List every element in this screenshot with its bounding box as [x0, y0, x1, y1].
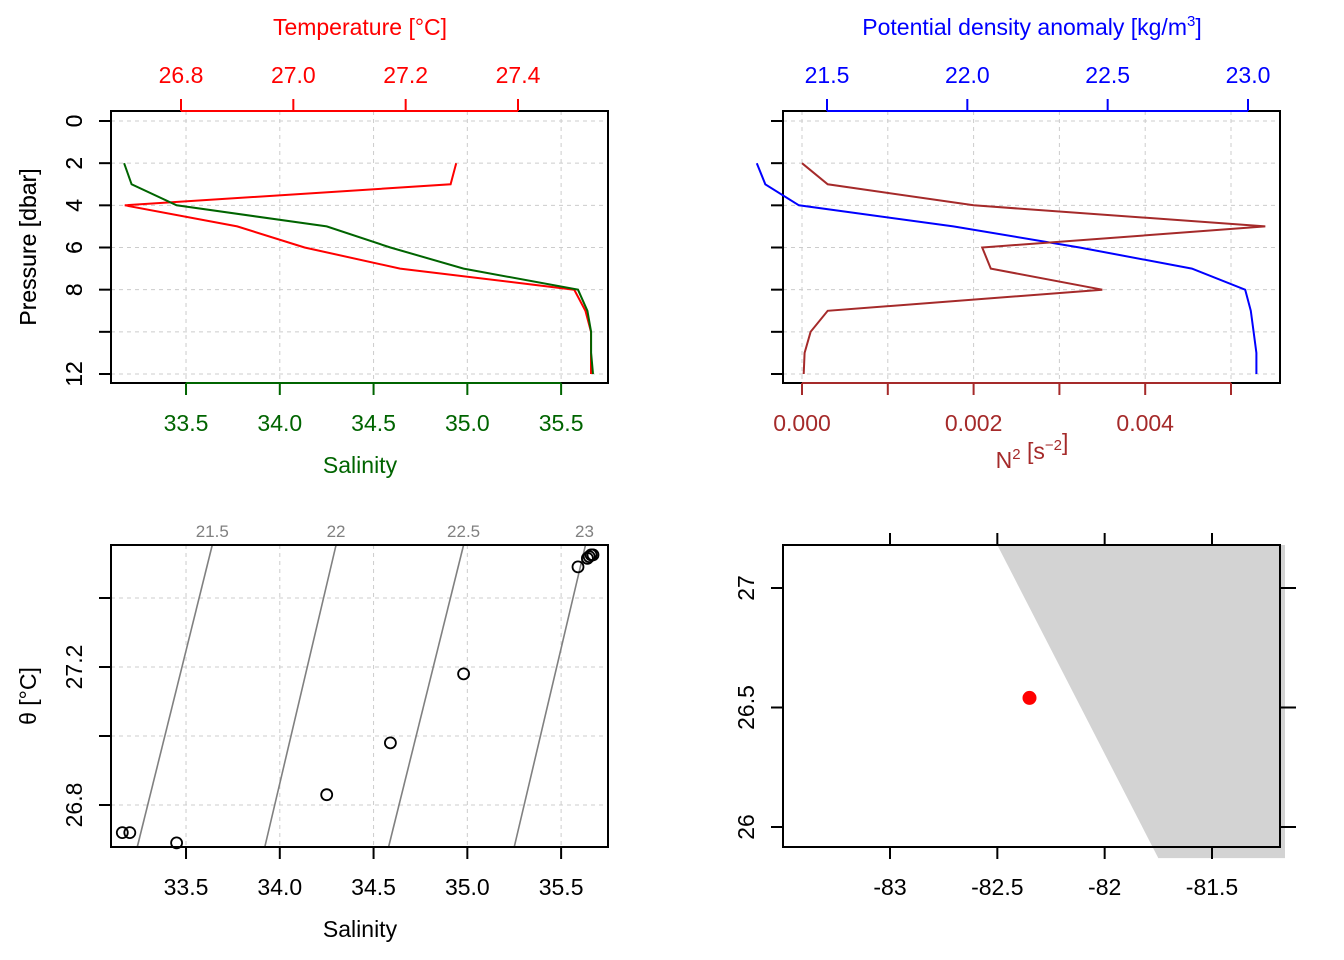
p2-density-tick-label: 23.0 — [1226, 62, 1271, 88]
p1-salinity-tick-label: 35.0 — [445, 410, 490, 436]
map-x-tick-label: -81.5 — [1186, 874, 1238, 900]
p2-n2-tick-label: 0.004 — [1116, 410, 1174, 436]
p3-isopycnal-line — [264, 544, 337, 848]
p3-x-tick-label: 35.5 — [539, 874, 584, 900]
p3-frame — [110, 544, 609, 848]
p3-data-point — [571, 560, 585, 574]
p2-density-axis-label-superscript: 3 — [1187, 13, 1195, 30]
p2-n2-axis-label-superscript: −2 — [1045, 437, 1062, 454]
p1-temperature-axis-label: Temperature [°C] — [273, 14, 447, 40]
p3-isopycnal-line — [387, 544, 465, 848]
p3-data-point — [115, 826, 129, 839]
p1-y-tick-label: 12 — [61, 361, 87, 387]
p2-n2-axis-label-part: [s — [1021, 438, 1045, 464]
p2-y-tick-label: 8 — [61, 283, 87, 296]
p1-y-axis-label: Pressure [dbar] — [15, 168, 41, 325]
map-y-tick-label: 26.5 — [733, 685, 759, 730]
p2-y-axis-label: Pressure [dbar] — [15, 168, 41, 325]
p1-salinity-tick-label: 34.0 — [257, 410, 302, 436]
p1-salinity-line — [123, 162, 594, 375]
p2-n2-tick-label: 0.000 — [773, 410, 831, 436]
p1-temperature-tick-label: 27.4 — [496, 62, 541, 88]
p3-x-tick-label: 34.0 — [257, 874, 302, 900]
p3-isopycnal-label: 23 — [575, 522, 594, 541]
p2-density-axis-label: Potential density anomaly [kg/m3] — [862, 13, 1201, 40]
p3-data-point — [586, 548, 600, 562]
p1-y-tick-label: 4 — [61, 199, 87, 212]
p3-isopycnal-label: 22 — [327, 522, 346, 541]
p3-data-point — [383, 736, 397, 750]
p1-temperature-tick-label: 27.0 — [271, 62, 316, 88]
p2-n2-line — [801, 162, 1266, 375]
p3-x-tick-label: 34.5 — [351, 874, 396, 900]
map-x-tick-label: -82.5 — [971, 874, 1023, 900]
p1-temperature-tick-label: 27.2 — [383, 62, 428, 88]
p2-density-tick-label: 22.0 — [945, 62, 990, 88]
p2-y-tick-label: 2 — [61, 157, 87, 170]
p1-y-tick-label: 2 — [61, 157, 87, 170]
p3-x-tick-label: 35.0 — [445, 874, 490, 900]
p2-n2-axis-label-part: N — [996, 447, 1013, 473]
p2-n2-axis-label: N2 [s−2] — [996, 429, 1069, 473]
p3-isopycnal-line — [513, 544, 587, 848]
p3-y-tick-label: 27.2 — [61, 645, 87, 690]
p3-data-point — [170, 836, 184, 850]
map-x-tick-label: -83 — [873, 874, 906, 900]
p1-salinity-axis-label: Salinity — [323, 452, 398, 478]
p1-y-tick-label: 8 — [61, 283, 87, 296]
p2-density-line — [755, 162, 1258, 374]
map-station-marker — [1022, 690, 1037, 705]
map-x-tick-label: -82 — [1088, 874, 1121, 900]
p2-density-tick-label: 21.5 — [805, 62, 850, 88]
p3-isopycnal-line — [136, 544, 214, 848]
p2-y-tick-label: 6 — [61, 241, 87, 254]
p2-density-axis-label-part: ] — [1195, 14, 1201, 40]
p1-salinity-tick-label: 34.5 — [351, 410, 396, 436]
p3-y-axis-label: θ [°C] — [15, 667, 41, 725]
p3-x-tick-label: 33.5 — [164, 874, 209, 900]
p3-data-point — [320, 788, 334, 802]
p3-isopycnal-label: 22.5 — [447, 522, 480, 541]
map-land-polygon — [997, 545, 1285, 859]
p3-data-point — [123, 826, 137, 839]
p3-y-tick-label: 26.8 — [61, 783, 87, 828]
p2-y-tick-label: 12 — [61, 361, 87, 387]
map-y-tick-label: 27 — [733, 575, 759, 601]
p1-temperature-tick-label: 26.8 — [159, 62, 204, 88]
p3-isopycnal-label: 21.5 — [196, 522, 229, 541]
p2-n2-tick-label: 0.002 — [945, 410, 1003, 436]
map-y-tick-label: 26 — [733, 814, 759, 840]
map-frame — [782, 544, 1281, 848]
p2-y-tick-label: 4 — [61, 199, 87, 212]
p3-x-axis-label: Salinity — [323, 916, 398, 942]
p1-temperature-line — [124, 162, 592, 374]
p2-n2-axis-label-part: ] — [1062, 429, 1068, 455]
p2-density-axis-label-part: Potential density anomaly [kg/m — [862, 14, 1187, 40]
p1-salinity-tick-label: 33.5 — [164, 410, 209, 436]
p2-n2-axis-label-superscript: 2 — [1012, 446, 1020, 463]
p1-y-tick-label: 0 — [61, 115, 87, 128]
p2-density-tick-label: 22.5 — [1085, 62, 1130, 88]
p1-salinity-tick-label: 35.5 — [539, 410, 584, 436]
p3-data-point — [457, 667, 471, 681]
p2-y-tick-label: 0 — [61, 115, 87, 128]
p1-y-tick-label: 6 — [61, 241, 87, 254]
